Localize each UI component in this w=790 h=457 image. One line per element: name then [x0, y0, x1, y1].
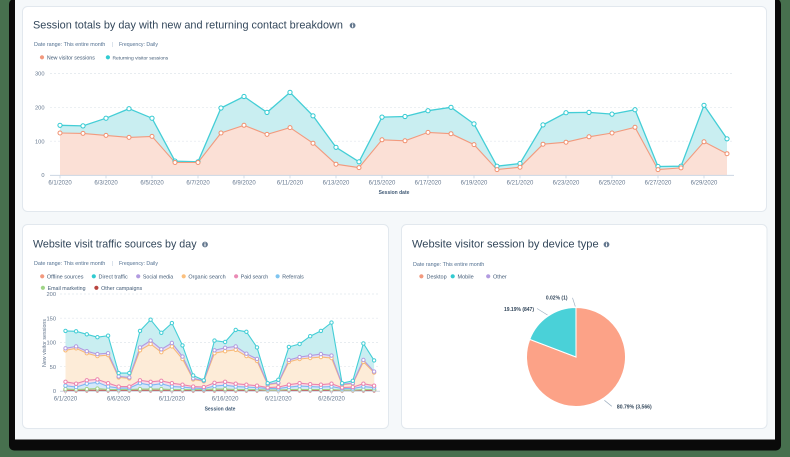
svg-text:19.19% (847): 19.19% (847) [504, 307, 534, 313]
svg-text:Email marketing: Email marketing [48, 286, 86, 292]
svg-text:6/29/2020: 6/29/2020 [691, 181, 718, 187]
svg-text:Website visitor session by dev: Website visitor session by device type [412, 239, 599, 251]
svg-text:300: 300 [35, 72, 45, 78]
svg-text:6/1/2020: 6/1/2020 [48, 181, 72, 187]
svg-text:6/9/2020: 6/9/2020 [232, 181, 256, 187]
svg-text:6/13/2020: 6/13/2020 [323, 181, 350, 187]
svg-text:|: | [112, 42, 113, 48]
svg-text:Returning visitor sessions: Returning visitor sessions [113, 56, 169, 62]
svg-text:Social media: Social media [143, 275, 173, 281]
svg-text:Frequency: Daily: Frequency: Daily [119, 261, 158, 267]
svg-text:Other: Other [493, 275, 507, 281]
svg-text:Organic search: Organic search [188, 275, 225, 281]
svg-text:Website visit traffic sources: Website visit traffic sources by day [33, 239, 197, 251]
svg-text:150: 150 [47, 316, 57, 322]
svg-text:6/25/2020: 6/25/2020 [599, 181, 626, 187]
svg-text:6/7/2020: 6/7/2020 [186, 181, 210, 187]
svg-text:6/1/2020: 6/1/2020 [54, 397, 78, 403]
svg-text:6/19/2020: 6/19/2020 [461, 181, 488, 187]
svg-text:Direct traffic: Direct traffic [99, 275, 128, 281]
svg-text:6/6/2020: 6/6/2020 [107, 397, 131, 403]
svg-text:Offline sources: Offline sources [47, 275, 84, 281]
svg-text:50: 50 [50, 365, 56, 371]
svg-text:100: 100 [47, 341, 57, 347]
svg-text:6/23/2020: 6/23/2020 [553, 181, 580, 187]
svg-text:New visitor sessions: New visitor sessions [47, 56, 95, 62]
svg-text:Paid search: Paid search [241, 275, 269, 281]
svg-text:6/11/2020: 6/11/2020 [277, 181, 304, 187]
svg-text:|: | [112, 261, 113, 267]
svg-text:Frequency: Daily: Frequency: Daily [119, 42, 158, 48]
svg-text:200: 200 [47, 292, 57, 298]
svg-text:6/27/2020: 6/27/2020 [645, 181, 672, 187]
svg-text:6/15/2020: 6/15/2020 [369, 181, 396, 187]
svg-text:6/11/2020: 6/11/2020 [159, 397, 186, 403]
svg-text:Other campaigns: Other campaigns [101, 286, 142, 292]
svg-text:Session totals by day with new: Session totals by day with new and retur… [33, 20, 343, 32]
svg-text:Date range: This entire month: Date range: This entire month [34, 261, 105, 267]
svg-text:200: 200 [35, 105, 45, 111]
svg-text:Session date: Session date [379, 190, 410, 196]
svg-text:Session date: Session date [205, 407, 236, 413]
svg-text:0: 0 [53, 389, 56, 395]
svg-text:6/26/2020: 6/26/2020 [318, 397, 345, 403]
svg-text:6/5/2020: 6/5/2020 [140, 181, 164, 187]
svg-text:Date range: This entire month: Date range: This entire month [34, 42, 105, 48]
svg-text:0: 0 [41, 173, 44, 179]
svg-text:Desktop: Desktop [427, 275, 447, 281]
svg-text:Mobile: Mobile [458, 275, 474, 281]
svg-text:New visitor sessions: New visitor sessions [42, 319, 48, 367]
svg-text:6/21/2020: 6/21/2020 [265, 397, 292, 403]
svg-text:0.02% (1): 0.02% (1) [546, 295, 568, 301]
svg-text:Date range: This entire month: Date range: This entire month [413, 262, 484, 268]
svg-text:Referrals: Referrals [282, 275, 304, 281]
svg-text:6/3/2020: 6/3/2020 [94, 181, 118, 187]
svg-text:100: 100 [35, 139, 45, 145]
svg-text:6/21/2020: 6/21/2020 [507, 181, 534, 187]
svg-text:80.79% (3,566): 80.79% (3,566) [617, 405, 652, 411]
svg-text:6/17/2020: 6/17/2020 [415, 181, 442, 187]
svg-text:6/16/2020: 6/16/2020 [212, 397, 239, 403]
